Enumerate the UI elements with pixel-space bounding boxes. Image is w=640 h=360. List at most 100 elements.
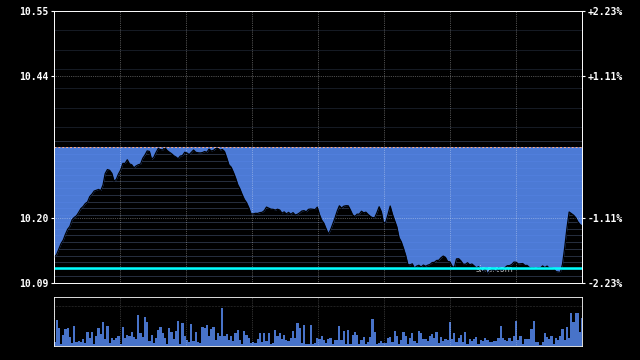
Bar — [305, 344, 307, 346]
Bar — [241, 344, 243, 346]
Bar — [193, 341, 195, 346]
Bar — [120, 344, 122, 346]
Bar — [301, 343, 303, 346]
Bar — [327, 339, 330, 346]
Bar — [261, 342, 263, 346]
Bar — [473, 338, 476, 346]
Bar — [524, 338, 526, 346]
Text: sina.com: sina.com — [476, 265, 514, 274]
Bar — [168, 328, 170, 346]
Bar — [246, 335, 248, 346]
Bar — [208, 336, 210, 346]
Bar — [290, 338, 292, 346]
Bar — [221, 308, 223, 346]
Bar — [462, 342, 464, 346]
Bar — [374, 332, 376, 346]
Bar — [285, 339, 287, 346]
Bar — [579, 332, 581, 346]
Bar — [113, 340, 115, 346]
Bar — [65, 329, 67, 346]
Bar — [314, 343, 316, 346]
Bar — [205, 325, 208, 346]
Bar — [358, 345, 360, 346]
Bar — [117, 336, 120, 346]
Bar — [564, 339, 566, 346]
Bar — [575, 313, 577, 346]
Bar — [164, 338, 166, 346]
Bar — [283, 335, 285, 346]
Bar — [435, 332, 438, 346]
Bar — [351, 335, 354, 346]
Bar — [347, 330, 349, 346]
Bar — [287, 341, 290, 346]
Bar — [467, 345, 468, 346]
Bar — [93, 344, 95, 346]
Bar — [387, 338, 389, 346]
Bar — [104, 339, 106, 346]
Bar — [508, 338, 511, 346]
Bar — [71, 343, 73, 346]
Bar — [415, 343, 418, 346]
Bar — [424, 339, 427, 346]
Bar — [541, 342, 544, 346]
Bar — [254, 343, 257, 346]
Bar — [537, 342, 540, 346]
Bar — [458, 338, 460, 346]
Bar — [511, 341, 513, 346]
Bar — [506, 342, 508, 346]
Bar — [140, 333, 141, 346]
Bar — [179, 344, 181, 346]
Bar — [126, 335, 129, 346]
Bar — [515, 321, 517, 346]
Bar — [517, 339, 520, 346]
Bar — [429, 336, 431, 346]
Bar — [281, 339, 283, 346]
Bar — [175, 331, 177, 346]
Bar — [418, 331, 420, 346]
Bar — [102, 322, 104, 346]
Bar — [396, 337, 398, 346]
Bar — [95, 336, 97, 346]
Bar — [278, 333, 281, 346]
Bar — [561, 329, 564, 346]
Bar — [89, 338, 91, 346]
Bar — [550, 336, 552, 346]
Bar — [170, 332, 173, 346]
Bar — [303, 325, 305, 346]
Bar — [111, 338, 113, 346]
Bar — [497, 338, 500, 346]
Bar — [230, 336, 232, 346]
Bar — [91, 332, 93, 346]
Bar — [62, 335, 65, 346]
Bar — [272, 343, 274, 346]
Bar — [181, 323, 184, 346]
Bar — [528, 339, 531, 346]
Bar — [407, 344, 409, 346]
Bar — [248, 338, 250, 346]
Bar — [60, 344, 62, 346]
Bar — [572, 322, 575, 346]
Bar — [456, 342, 458, 346]
Bar — [146, 322, 148, 346]
Bar — [566, 327, 568, 346]
Bar — [520, 336, 522, 346]
Bar — [84, 343, 86, 346]
Bar — [502, 338, 504, 346]
Bar — [380, 341, 383, 346]
Bar — [150, 334, 153, 346]
Bar — [391, 342, 394, 346]
Bar — [298, 328, 301, 346]
Bar — [394, 331, 396, 346]
Bar — [413, 341, 415, 346]
Bar — [522, 344, 524, 346]
Bar — [259, 333, 261, 346]
Bar — [451, 339, 453, 346]
Bar — [440, 337, 442, 346]
Bar — [479, 340, 482, 346]
Bar — [447, 341, 449, 346]
Bar — [411, 333, 413, 346]
Bar — [325, 343, 327, 346]
Bar — [166, 344, 168, 346]
Bar — [190, 324, 193, 346]
Bar — [239, 339, 241, 346]
